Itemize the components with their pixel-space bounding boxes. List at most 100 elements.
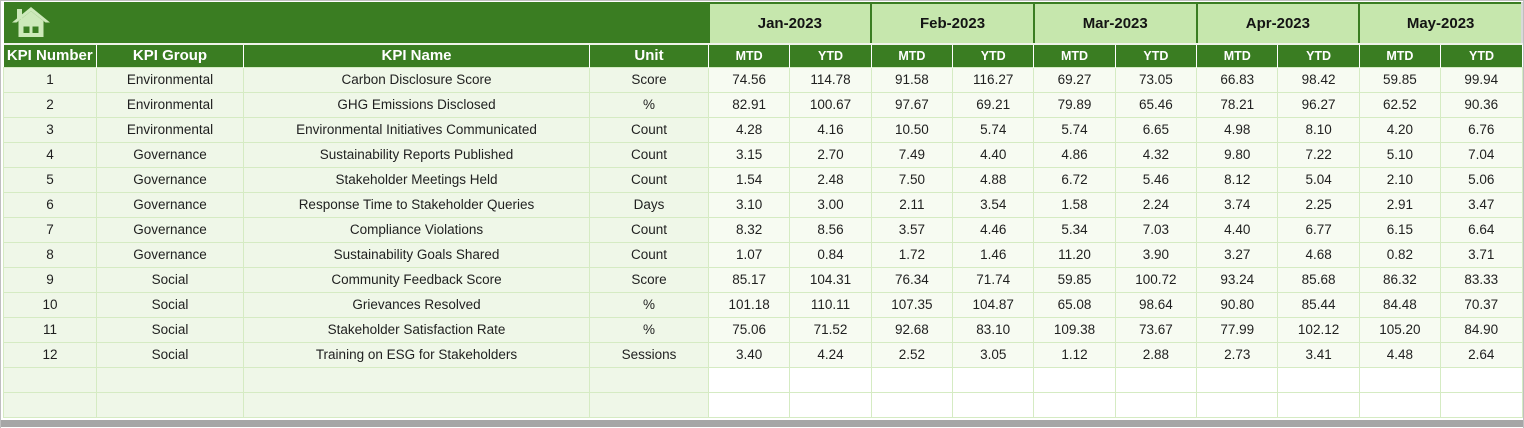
value-cell[interactable]: 7.04 <box>1440 141 1523 168</box>
empty-cell[interactable] <box>589 366 709 393</box>
kpi-name-cell[interactable]: Stakeholder Meetings Held <box>243 166 590 193</box>
value-cell[interactable]: 7.49 <box>870 141 954 168</box>
value-cell[interactable]: 2.52 <box>870 341 954 368</box>
value-cell[interactable]: 69.21 <box>952 91 1035 118</box>
unit-cell[interactable]: Count <box>589 116 709 143</box>
value-cell[interactable]: 3.57 <box>870 216 954 243</box>
kpi-group-cell[interactable]: Governance <box>96 141 244 168</box>
value-cell[interactable]: 69.27 <box>1033 66 1116 93</box>
value-cell[interactable]: 85.68 <box>1277 266 1360 293</box>
value-cell[interactable]: 3.00 <box>789 191 872 218</box>
month-header-may-2023[interactable]: May-2023 <box>1358 2 1523 45</box>
unit-cell[interactable]: Count <box>589 216 709 243</box>
value-cell[interactable]: 71.74 <box>952 266 1035 293</box>
value-cell[interactable]: 97.67 <box>870 91 954 118</box>
empty-cell[interactable] <box>870 391 954 418</box>
header-kpi-name[interactable]: KPI Name <box>243 44 590 67</box>
value-cell[interactable]: 3.90 <box>1114 241 1198 268</box>
value-cell[interactable]: 2.25 <box>1277 191 1360 218</box>
value-cell[interactable]: 104.31 <box>789 266 872 293</box>
value-cell[interactable]: 75.06 <box>707 316 791 343</box>
value-cell[interactable]: 4.48 <box>1358 341 1442 368</box>
value-cell[interactable]: 82.91 <box>707 91 791 118</box>
value-cell[interactable]: 4.20 <box>1358 116 1442 143</box>
value-cell[interactable]: 98.64 <box>1114 291 1198 318</box>
header-jan-ytd[interactable]: YTD <box>789 44 872 67</box>
value-cell[interactable]: 3.47 <box>1440 191 1523 218</box>
kpi-group-cell[interactable]: Social <box>96 316 244 343</box>
value-cell[interactable]: 2.70 <box>789 141 872 168</box>
value-cell[interactable]: 8.10 <box>1277 116 1360 143</box>
kpi-name-cell[interactable]: Sustainability Goals Shared <box>243 241 590 268</box>
value-cell[interactable]: 96.27 <box>1277 91 1360 118</box>
value-cell[interactable]: 91.58 <box>870 66 954 93</box>
month-header-mar-2023[interactable]: Mar-2023 <box>1032 2 1197 45</box>
empty-cell[interactable] <box>1440 366 1523 393</box>
empty-cell[interactable] <box>1277 366 1360 393</box>
value-cell[interactable]: 4.88 <box>952 166 1035 193</box>
empty-cell[interactable] <box>952 391 1035 418</box>
value-cell[interactable]: 6.76 <box>1440 116 1523 143</box>
empty-cell[interactable] <box>1033 391 1116 418</box>
value-cell[interactable]: 62.52 <box>1358 91 1442 118</box>
kpi-number-cell[interactable]: 12 <box>3 341 97 368</box>
value-cell[interactable]: 110.11 <box>789 291 872 318</box>
home-button[interactable] <box>11 7 51 38</box>
value-cell[interactable]: 4.68 <box>1277 241 1360 268</box>
value-cell[interactable]: 5.06 <box>1440 166 1523 193</box>
value-cell[interactable]: 2.73 <box>1196 341 1279 368</box>
value-cell[interactable]: 90.36 <box>1440 91 1523 118</box>
value-cell[interactable]: 4.40 <box>1196 216 1279 243</box>
value-cell[interactable]: 3.54 <box>952 191 1035 218</box>
value-cell[interactable]: 73.05 <box>1114 66 1198 93</box>
empty-cell[interactable] <box>707 366 791 393</box>
kpi-name-cell[interactable]: Sustainability Reports Published <box>243 141 590 168</box>
value-cell[interactable]: 5.04 <box>1277 166 1360 193</box>
empty-cell[interactable] <box>1114 391 1198 418</box>
value-cell[interactable]: 84.90 <box>1440 316 1523 343</box>
value-cell[interactable]: 73.67 <box>1114 316 1198 343</box>
value-cell[interactable]: 90.80 <box>1196 291 1279 318</box>
kpi-name-cell[interactable]: GHG Emissions Disclosed <box>243 91 590 118</box>
empty-cell[interactable] <box>3 366 97 393</box>
header-apr-mtd[interactable]: MTD <box>1196 44 1278 67</box>
kpi-number-cell[interactable]: 5 <box>3 166 97 193</box>
kpi-group-cell[interactable]: Governance <box>96 166 244 193</box>
empty-cell[interactable] <box>1196 391 1279 418</box>
empty-cell[interactable] <box>1358 391 1442 418</box>
value-cell[interactable]: 1.58 <box>1033 191 1116 218</box>
value-cell[interactable]: 1.72 <box>870 241 954 268</box>
value-cell[interactable]: 101.18 <box>707 291 791 318</box>
value-cell[interactable]: 3.10 <box>707 191 791 218</box>
value-cell[interactable]: 100.67 <box>789 91 872 118</box>
value-cell[interactable]: 6.77 <box>1277 216 1360 243</box>
header-kpi-number[interactable]: KPI Number <box>3 44 97 67</box>
header-unit[interactable]: Unit <box>589 44 709 67</box>
empty-cell[interactable] <box>96 366 244 393</box>
value-cell[interactable]: 8.56 <box>789 216 872 243</box>
empty-cell[interactable] <box>589 391 709 418</box>
value-cell[interactable]: 3.05 <box>952 341 1035 368</box>
kpi-name-cell[interactable]: Carbon Disclosure Score <box>243 66 590 93</box>
kpi-number-cell[interactable]: 11 <box>3 316 97 343</box>
kpi-number-cell[interactable]: 6 <box>3 191 97 218</box>
value-cell[interactable]: 79.89 <box>1033 91 1116 118</box>
value-cell[interactable]: 3.41 <box>1277 341 1360 368</box>
kpi-name-cell[interactable]: Stakeholder Satisfaction Rate <box>243 316 590 343</box>
kpi-group-cell[interactable]: Governance <box>96 241 244 268</box>
month-header-apr-2023[interactable]: Apr-2023 <box>1195 2 1360 45</box>
kpi-number-cell[interactable]: 4 <box>3 141 97 168</box>
value-cell[interactable]: 7.50 <box>870 166 954 193</box>
empty-cell[interactable] <box>789 391 872 418</box>
value-cell[interactable]: 4.40 <box>952 141 1035 168</box>
header-may-ytd[interactable]: YTD <box>1440 44 1522 67</box>
value-cell[interactable]: 116.27 <box>952 66 1035 93</box>
empty-cell[interactable] <box>1358 366 1442 393</box>
value-cell[interactable]: 8.32 <box>707 216 791 243</box>
kpi-group-cell[interactable]: Environmental <box>96 91 244 118</box>
value-cell[interactable]: 85.17 <box>707 266 791 293</box>
kpi-group-cell[interactable]: Governance <box>96 191 244 218</box>
value-cell[interactable]: 83.10 <box>952 316 1035 343</box>
value-cell[interactable]: 114.78 <box>789 66 872 93</box>
empty-cell[interactable] <box>1440 391 1523 418</box>
